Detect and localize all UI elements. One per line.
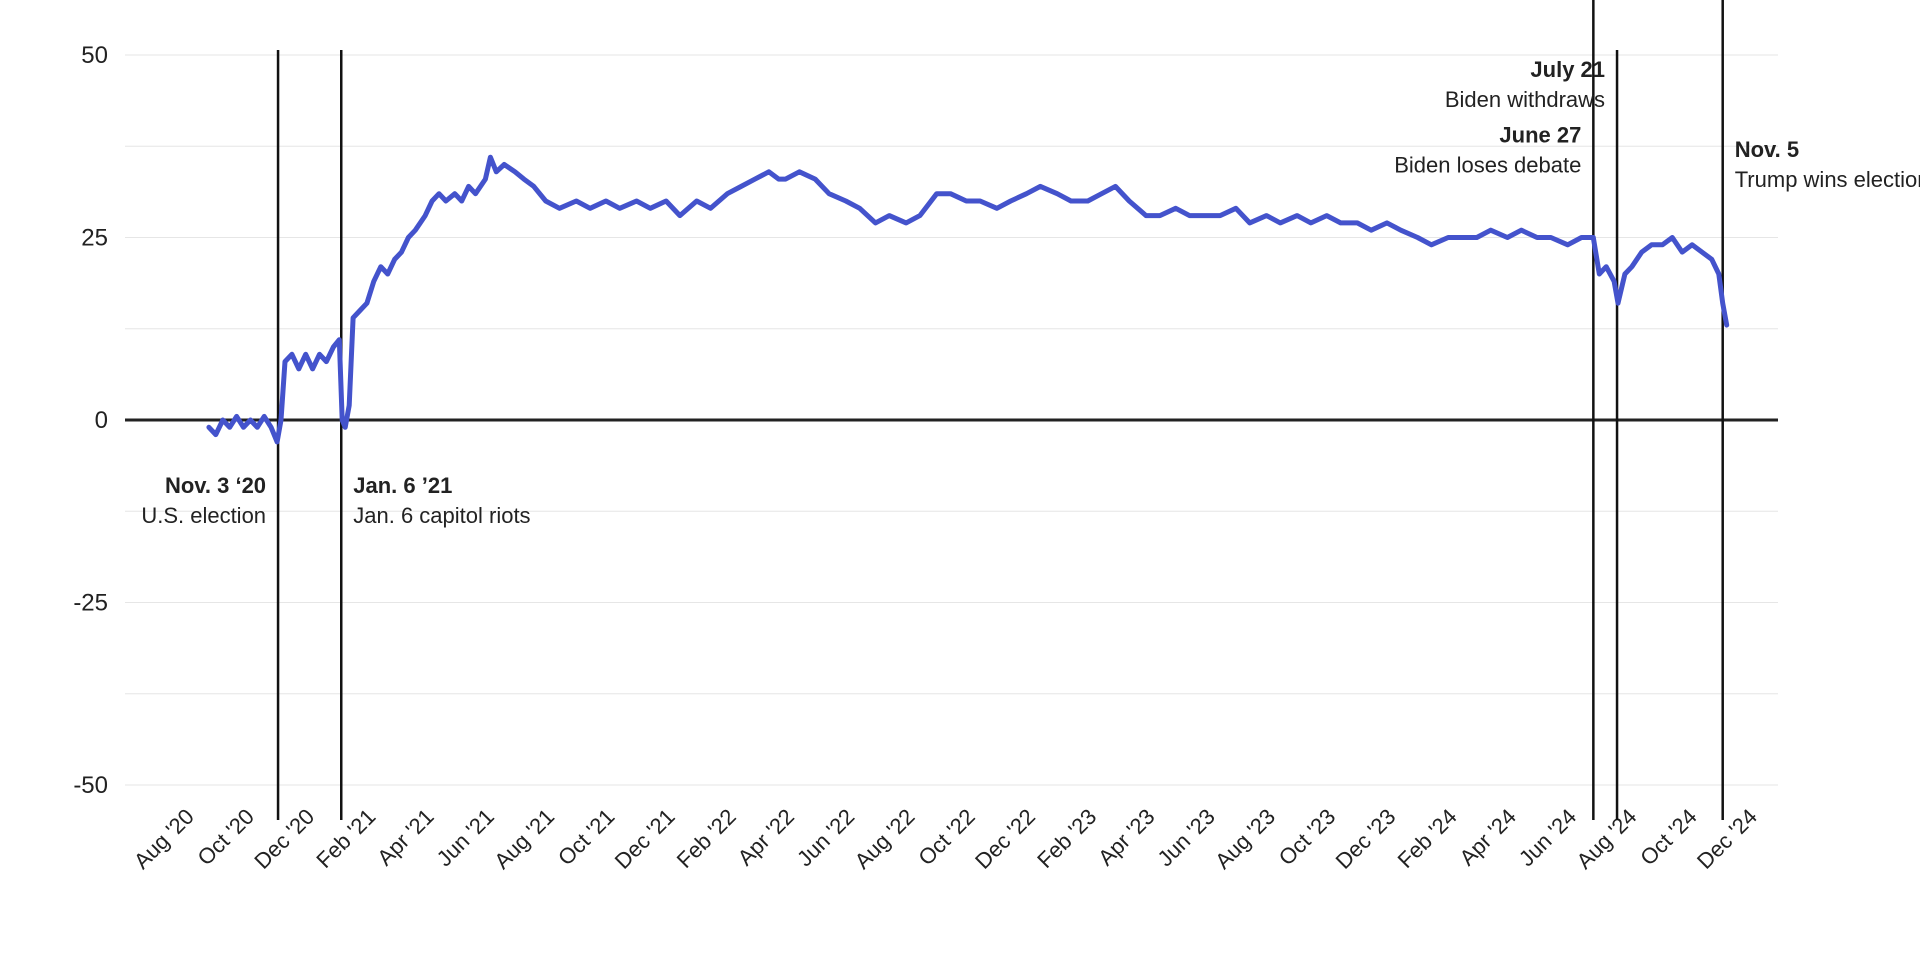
- annotation-date: Nov. 5: [1735, 137, 1799, 162]
- annotation-text: U.S. election: [141, 503, 266, 528]
- x-tick-label: Jun '23: [1152, 804, 1219, 871]
- x-tick-label: Feb '21: [311, 804, 380, 873]
- x-tick-label: Oct '23: [1274, 804, 1340, 870]
- x-tick-label: Oct '21: [553, 804, 619, 870]
- x-tick-label: Apr '21: [372, 804, 438, 870]
- y-axis-ticks: 50 25 0 -25 -50: [73, 42, 108, 799]
- x-tick-label: Aug '22: [850, 804, 920, 874]
- x-tick-label: Apr '24: [1454, 804, 1520, 870]
- x-tick-label: Aug '24: [1571, 804, 1641, 874]
- annotations: Nov. 3 ‘20 U.S. election Jan. 6 ’21 Jan. 6 …: [141, 57, 1920, 528]
- y-tick-label: 25: [81, 225, 108, 252]
- annotation-text: Biden withdraws: [1445, 87, 1605, 112]
- x-tick-label: Apr '22: [733, 804, 799, 870]
- x-tick-label: Aug '20: [129, 804, 199, 874]
- x-tick-label: Jun '24: [1514, 804, 1581, 871]
- y-tick-label: -25: [73, 590, 108, 617]
- x-tick-label: Dec '24: [1692, 804, 1762, 874]
- x-tick-label: Jun '22: [792, 804, 859, 871]
- series-layer: [206, 154, 1730, 445]
- x-tick-label: Apr '23: [1093, 804, 1159, 870]
- series-line: [206, 154, 1730, 445]
- annotation-text: Jan. 6 capitol riots: [353, 503, 530, 528]
- annotation-text: Trump wins election: [1735, 167, 1920, 192]
- annotation-date: Nov. 3 ‘20: [165, 473, 266, 498]
- x-tick-label: Feb '24: [1393, 804, 1462, 873]
- x-tick-label: Oct '24: [1635, 804, 1701, 870]
- x-tick-label: Feb '22: [672, 804, 741, 873]
- x-tick-label: Dec '23: [1331, 804, 1401, 874]
- x-tick-label: Dec '20: [249, 804, 319, 874]
- y-tick-label: -50: [73, 772, 108, 799]
- annotation-text: Biden loses debate: [1394, 153, 1581, 178]
- x-tick-label: Jun '21: [432, 804, 499, 871]
- x-tick-label: Aug '21: [489, 804, 559, 874]
- y-tick-label: 50: [81, 42, 108, 69]
- x-tick-label: Dec '21: [610, 804, 680, 874]
- event-lines: [276, 0, 1724, 820]
- annotation-date: June 27: [1499, 123, 1581, 148]
- x-tick-label: Aug '23: [1210, 804, 1280, 874]
- x-tick-label: Feb '23: [1032, 804, 1101, 873]
- y-tick-label: 0: [95, 407, 108, 434]
- x-tick-label: Dec '22: [970, 804, 1040, 874]
- x-tick-label: Oct '22: [913, 804, 979, 870]
- annotation-date: Jan. 6 ’21: [353, 473, 452, 498]
- x-tick-label: Oct '20: [193, 804, 259, 870]
- annotation-date: July 21: [1530, 57, 1605, 82]
- gridlines: [125, 54, 1778, 786]
